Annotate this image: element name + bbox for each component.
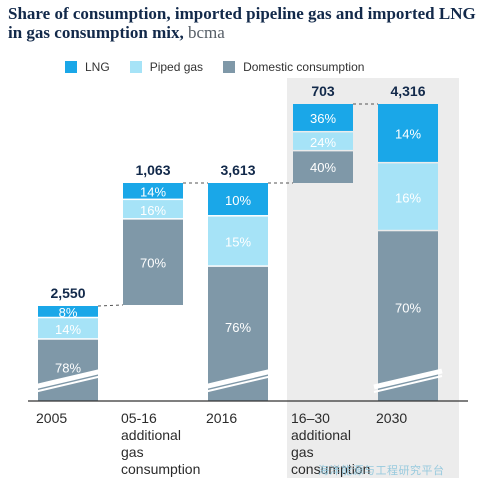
bar-segment-piped <box>293 132 353 150</box>
bar-segment-domestic <box>38 339 98 401</box>
category-label: 05-16 additional gas consumption <box>121 410 200 477</box>
category-label: 2005 <box>36 410 67 426</box>
legend-item-lng: LNG <box>65 60 110 74</box>
bars-group: 8% 14% 78% 2,550 14% 16% 70% 1,063 10% 15% 76% 3,61… <box>33 83 443 401</box>
legend-label-piped-gas: Piped gas <box>149 60 204 74</box>
category-label-line: 05-16 <box>121 410 157 426</box>
legend-item-piped-gas: Piped gas <box>129 60 204 74</box>
data-label-lng: 14% <box>140 185 166 200</box>
legend-item-domestic: Domestic consumption <box>223 60 364 74</box>
watermark-text: 海洋能源与工程研究平台 <box>318 465 445 477</box>
bar-segment-piped <box>38 318 98 339</box>
legend-swatch-domestic <box>223 61 236 73</box>
category-label: 16–30 additional gas consumption <box>291 410 370 477</box>
axis-break-mark <box>203 368 273 390</box>
bar-segment-lng <box>293 104 353 131</box>
total-label: 1,063 <box>135 162 170 178</box>
legend-swatch-piped-gas <box>129 61 142 73</box>
total-label: 4,316 <box>390 83 425 99</box>
data-label-domestic: 40% <box>310 160 336 175</box>
bar-segment-domestic <box>123 219 183 305</box>
data-label-domestic: 70% <box>140 255 166 270</box>
data-label-lng: 10% <box>225 193 251 208</box>
data-label-piped: 24% <box>310 135 336 150</box>
bar-segment-piped <box>378 163 438 230</box>
category-label: 2030 <box>376 410 407 426</box>
category-label-line: 2030 <box>376 410 407 426</box>
data-label-piped: 14% <box>55 322 81 337</box>
data-label-lng: 8% <box>59 305 78 320</box>
category-label-line: 2016 <box>206 410 237 426</box>
chart-title-main: Share of consumption, imported pipeline … <box>8 4 476 42</box>
category-label-line: additional <box>121 427 181 443</box>
category-label: 2016 <box>206 410 237 426</box>
bar-segment-lng <box>378 104 438 162</box>
total-label: 703 <box>311 83 335 99</box>
axis-break-mark-2 <box>203 375 273 393</box>
data-label-domestic: 78% <box>55 360 81 375</box>
legend-label-domestic: Domestic consumption <box>243 60 365 74</box>
axis-break-mark <box>373 368 443 390</box>
data-label-lng: 36% <box>310 111 336 126</box>
chart-title-unit: bcma <box>183 23 225 42</box>
legend-label-lng: LNG <box>85 60 110 74</box>
category-label-line: consumption <box>121 461 200 477</box>
axis-break-mark-2 <box>33 375 103 393</box>
bar-segment-piped <box>123 200 183 219</box>
total-label: 3,613 <box>220 162 255 178</box>
category-label-line: gas <box>121 444 144 460</box>
data-label-lng: 14% <box>395 127 421 142</box>
connectors-group <box>97 103 378 307</box>
chart-title: Share of consumption, imported pipeline … <box>8 4 478 42</box>
total-label: 2,550 <box>50 285 85 301</box>
category-label-line: gas <box>291 444 314 460</box>
data-label-piped: 16% <box>395 190 421 205</box>
legend-swatch-lng <box>65 61 77 73</box>
axis-break-mark-2 <box>373 375 443 393</box>
bar-segment-lng <box>208 183 268 216</box>
data-label-piped: 16% <box>140 203 166 218</box>
legend: LNG Piped gas Domestic consumption <box>65 58 384 76</box>
data-label-piped: 15% <box>225 235 251 250</box>
bar-segment-domestic <box>293 151 353 183</box>
bar-segment-lng <box>38 306 98 317</box>
bar-segment-piped <box>208 216 268 266</box>
data-label-domestic: 76% <box>225 320 251 335</box>
axis-break-mark <box>33 368 103 390</box>
bar-segment-lng <box>123 183 183 199</box>
category-label-line: additional <box>291 427 351 443</box>
category-label-line: consumption <box>291 461 370 477</box>
category-label-line: 2005 <box>36 410 67 426</box>
data-label-domestic: 70% <box>395 301 421 316</box>
category-label-line: 16–30 <box>291 410 330 426</box>
waterfall-connector <box>97 304 124 307</box>
